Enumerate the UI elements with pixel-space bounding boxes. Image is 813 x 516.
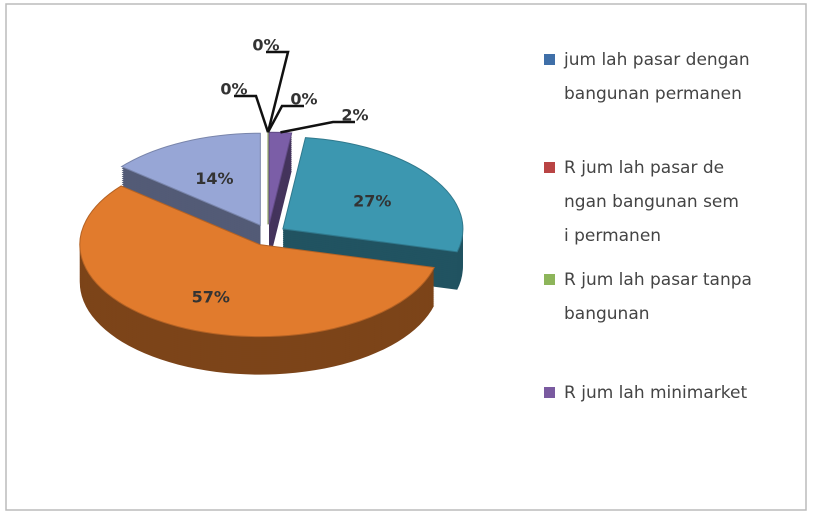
- legend-label: R jum lah pasar de ngan bangunan sem i per…: [564, 158, 739, 246]
- data-label: 27%: [353, 191, 391, 210]
- legend-label: jum lah pasar dengan bangunan permanen: [563, 50, 750, 104]
- leader-line: [280, 120, 355, 134]
- legend-swatch: [544, 387, 555, 398]
- leader-line: [266, 50, 290, 133]
- legend-swatch: [544, 274, 555, 285]
- legend-label: R jum lah pasar tanpa bangunan: [564, 270, 752, 324]
- data-label: 0%: [252, 36, 279, 55]
- legend-swatch: [544, 162, 555, 173]
- legend-swatch: [544, 54, 555, 65]
- slice: [79, 185, 435, 338]
- legend-label: R jum lah minimarket: [564, 383, 747, 403]
- data-label: 14%: [195, 169, 233, 188]
- leader-line: [234, 94, 270, 133]
- slice: [282, 137, 464, 253]
- slice: [120, 132, 261, 226]
- leader-line: [266, 104, 304, 133]
- data-label: 0%: [290, 90, 317, 109]
- data-label: 2%: [341, 106, 368, 125]
- data-label: 0%: [220, 80, 247, 99]
- data-label: 57%: [192, 287, 230, 306]
